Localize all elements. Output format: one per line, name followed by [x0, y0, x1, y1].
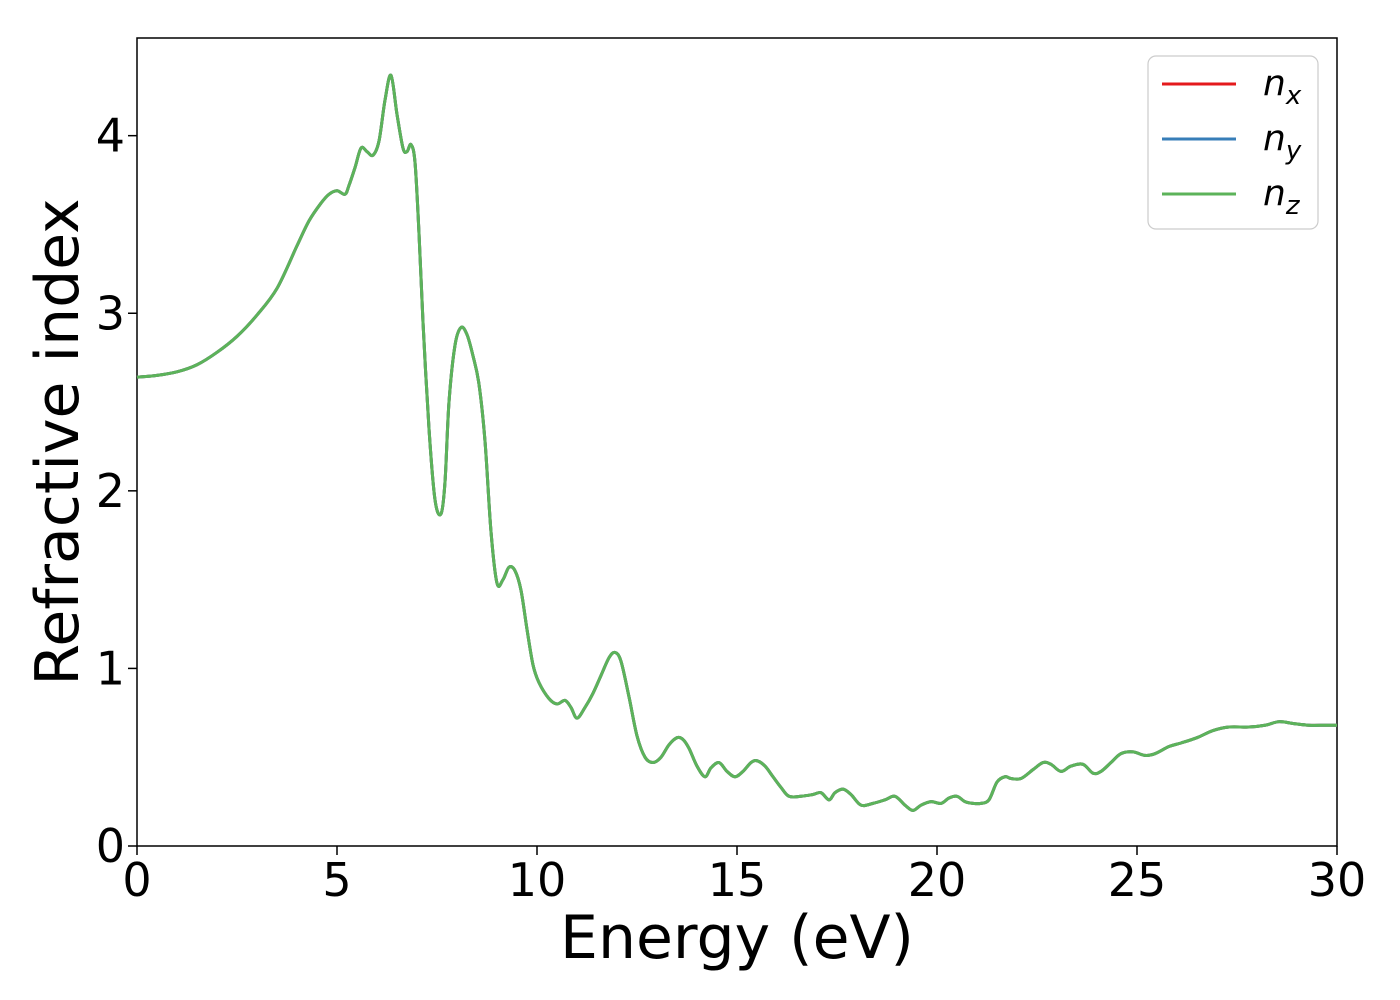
legend-box [1147, 55, 1319, 230]
plot-area [136, 37, 1338, 847]
y-tick-label: 4 [96, 109, 125, 163]
y-tick-label: 0 [96, 819, 125, 873]
series-line-z [136, 73, 1337, 812]
y-axis-ticks: 0 1 2 3 4 [96, 109, 137, 873]
x-tick-label: 5 [322, 853, 351, 907]
x-tick-label: 0 [122, 853, 151, 907]
x-axis-label: Energy (eV) [560, 903, 914, 973]
y-axis-label: Refractive index [23, 198, 93, 685]
x-axis-ticks: 0 5 10 15 20 25 30 [122, 846, 1366, 907]
y-tick-label: 1 [96, 641, 125, 695]
x-tick-label: 10 [508, 853, 567, 907]
series-lines [136, 73, 1337, 812]
x-tick-label: 25 [1108, 853, 1167, 907]
y-tick-label: 3 [96, 286, 125, 340]
x-tick-label: 20 [908, 853, 967, 907]
y-tick-label: 2 [96, 464, 125, 518]
x-tick-label: 15 [708, 853, 767, 907]
x-tick-label: 30 [1308, 853, 1367, 907]
